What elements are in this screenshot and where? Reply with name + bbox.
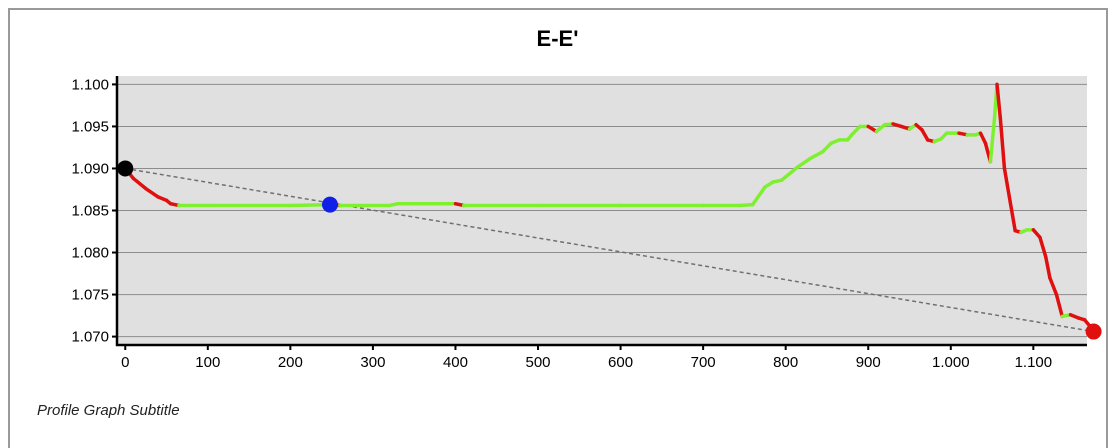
y-tick-label: 1.090 <box>71 160 109 177</box>
x-tick-label: 700 <box>691 354 716 371</box>
profile-segment <box>849 124 862 137</box>
x-tick-label: 1.000 <box>932 354 970 371</box>
chart-subtitle: Profile Graph Subtitle <box>37 402 180 419</box>
y-tick-label: 1.080 <box>71 245 109 262</box>
profile-segment <box>144 186 161 199</box>
profile-segment <box>821 141 833 154</box>
profile-segment <box>998 116 1007 171</box>
x-tick-label: 200 <box>278 354 303 371</box>
profile-marker <box>117 160 134 177</box>
profile-segment <box>808 149 825 161</box>
y-tick-label: 1.085 <box>71 203 109 220</box>
profile-marker <box>321 196 338 213</box>
profile-segment <box>995 82 1003 120</box>
profile-marker <box>1085 323 1102 340</box>
profile-segment <box>783 165 800 179</box>
x-tick-label: 800 <box>773 354 798 371</box>
profile-segment <box>920 128 930 142</box>
y-tick-label: 1.095 <box>71 118 109 135</box>
chart-title: E-E' <box>536 26 579 51</box>
reference-line <box>125 167 1094 333</box>
x-tick-label: 0 <box>121 354 129 371</box>
profile-segment <box>738 202 755 208</box>
profile-segment <box>874 123 887 134</box>
profile-segment <box>1008 200 1017 233</box>
x-tick-label: 600 <box>608 354 633 371</box>
y-tick-label: 1.075 <box>71 287 109 304</box>
profile-chart: 1.070 1.075 1.080 1.085 1.090 1.095 1.100 0 100 2… <box>71 76 1102 371</box>
y-tick-label: 1.070 <box>71 329 109 346</box>
x-tick-label: 100 <box>195 354 220 371</box>
profile-segment <box>796 156 813 169</box>
profile-segment <box>988 116 997 164</box>
y-tick-label: 1.100 <box>71 76 109 93</box>
profile-segment <box>1038 235 1048 259</box>
profile-segment <box>1048 276 1059 297</box>
profile-segment <box>131 176 148 191</box>
profile-segment <box>1043 254 1052 280</box>
x-tick-label: 400 <box>443 354 468 371</box>
profile-segment <box>1054 292 1064 319</box>
x-tick-label: 300 <box>360 354 385 371</box>
profile-segment <box>1002 166 1012 204</box>
x-tick-label: 900 <box>856 354 881 371</box>
x-tick-label: 500 <box>526 354 551 371</box>
profile-segment <box>978 131 988 145</box>
profile-segment <box>755 185 767 201</box>
x-tick-label: 1.100 <box>1015 354 1053 371</box>
